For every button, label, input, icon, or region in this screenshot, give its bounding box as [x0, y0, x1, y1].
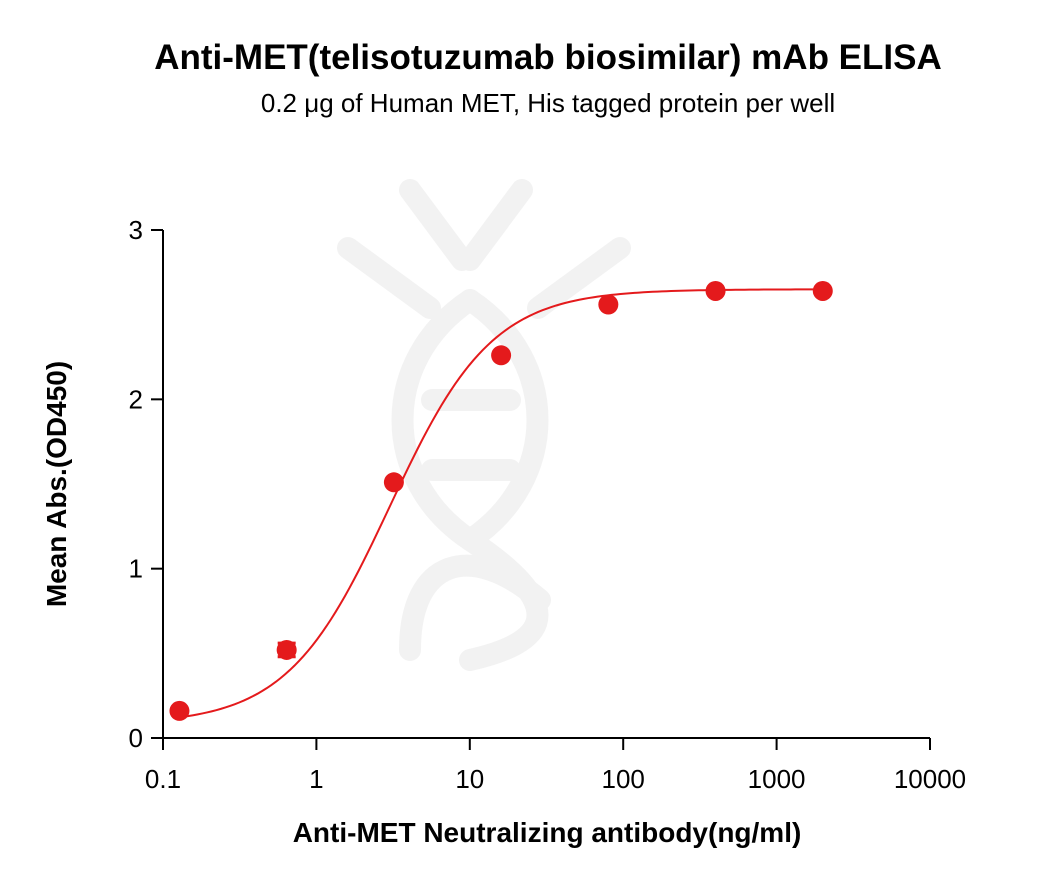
x-tick-label: 100 — [602, 764, 645, 794]
x-tick-label: 10000 — [894, 764, 966, 794]
x-tick-label: 0.1 — [145, 764, 181, 794]
data-point — [276, 639, 297, 660]
dna-watermark — [337, 179, 631, 671]
axes: 0 1 2 3 0.1 1 10 100 1000 10000 — [129, 215, 967, 794]
chart-subtitle: 0.2 μg of Human MET, His tagged protein … — [260, 88, 836, 118]
x-tick-label: 10 — [455, 764, 484, 794]
data-point — [598, 294, 619, 315]
data-point — [169, 700, 190, 721]
y-tick-label: 3 — [129, 215, 143, 245]
y-tick-label: 1 — [129, 554, 143, 584]
chart-title: Anti-MET(telisotuzumab biosimilar) mAb E… — [154, 38, 942, 77]
y-tick-label: 0 — [129, 723, 143, 753]
data-point — [491, 345, 512, 366]
data-points-group — [169, 280, 833, 721]
data-point — [812, 280, 833, 301]
x-tick-label: 1000 — [748, 764, 806, 794]
x-tick-label: 1 — [309, 764, 323, 794]
data-point — [705, 280, 726, 301]
y-axis-label: Mean Abs.(OD450) — [41, 361, 72, 607]
x-axis-label: Anti-MET Neutralizing antibody(ng/ml) — [293, 817, 802, 848]
data-point — [383, 472, 404, 493]
y-tick-label: 2 — [129, 384, 143, 414]
